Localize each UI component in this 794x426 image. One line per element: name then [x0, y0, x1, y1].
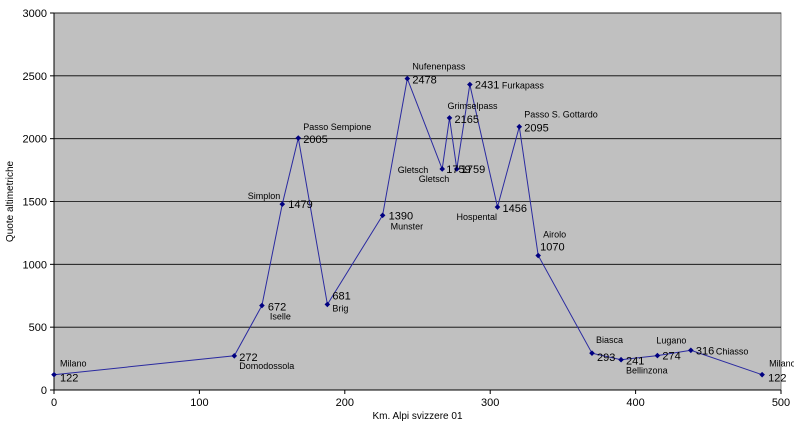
data-point-marker: [467, 81, 473, 88]
data-point-marker: [324, 301, 331, 308]
x-tick-label: 500: [772, 397, 790, 409]
data-value-label: 2431: [475, 80, 499, 92]
data-point-name-label: Chiasso: [716, 346, 749, 356]
data-point-name-label: Passo Sempione: [303, 122, 371, 132]
data-point-marker: [404, 75, 411, 82]
data-value-label: 1070: [540, 242, 564, 254]
data-point-name-label: Grimselpass: [447, 101, 498, 111]
x-tick-label: 0: [51, 397, 57, 409]
data-point-name-label: Gletsch: [398, 165, 429, 175]
data-point-marker: [759, 371, 765, 378]
data-point-name-label: Furkapass: [502, 81, 545, 91]
data-point-marker: [51, 371, 57, 378]
y-axis-title: Quote altimetriche: [5, 160, 16, 242]
series-line-layer: [53, 76, 763, 376]
data-value-label: 272: [239, 352, 257, 364]
data-point-marker: [279, 201, 286, 207]
data-value-label: 2095: [524, 123, 548, 135]
data-value-label: 672: [268, 302, 286, 314]
data-value-label: 122: [768, 373, 786, 385]
y-tick-label: 1000: [23, 259, 47, 271]
data-point-marker: [494, 204, 501, 210]
data-value-label: 316: [696, 345, 714, 357]
y-tick-label: 2500: [23, 71, 47, 83]
data-point-name-label: Gletsch: [419, 174, 450, 184]
data-point-name-label: Domodossola: [239, 361, 294, 371]
x-axis-title: Km. Alpi svizzere 01: [372, 411, 462, 422]
x-tick-label: 100: [190, 397, 208, 409]
axes: 0 500 1000 1500 2000 2500 3000 0 100 200 300 400 500: [23, 8, 791, 409]
y-tick-label: 0: [41, 385, 47, 397]
x-tick-label: 300: [481, 397, 499, 409]
data-value-label: 274: [662, 351, 680, 363]
data-point-name-label: Bellinzona: [626, 366, 668, 376]
data-point-marker: [446, 115, 453, 121]
data-value-label: 1390: [389, 210, 413, 222]
data-point-name-label: Biasca: [596, 335, 623, 345]
data-value-label: 241: [626, 356, 644, 368]
data-point-name-label: Nufenenpass: [412, 62, 466, 72]
data-point-name-label: Passo S. Gottardo: [524, 110, 598, 120]
data-point-name-label: Simplon: [248, 191, 281, 201]
data-point-name-label: Hospental: [456, 212, 497, 222]
data-value-label: 2005: [303, 134, 327, 146]
data-value-label: 1479: [288, 199, 312, 211]
data-value-label: 122: [60, 373, 78, 385]
data-point-marker: [295, 135, 302, 141]
data-value-label: 2165: [454, 114, 478, 126]
data-value-label: 681: [332, 290, 350, 302]
markers: [51, 75, 765, 378]
data-value-label: 293: [597, 352, 615, 364]
data-point-name-label: Lugano: [656, 336, 686, 346]
data-point-marker: [618, 356, 624, 363]
data-point-marker: [379, 212, 386, 219]
y-tick-label: 1500: [23, 197, 47, 209]
data-point-marker: [535, 252, 541, 259]
series-line: [53, 76, 763, 376]
data-point-marker: [453, 166, 460, 172]
data-value-label: 2478: [412, 75, 436, 87]
data-point-name-label: Brig: [332, 303, 348, 313]
y-tick-label: 3000: [23, 8, 47, 20]
data-point-marker: [231, 353, 238, 359]
data-point-marker: [439, 166, 446, 172]
data-point-marker: [589, 350, 595, 356]
data-value-label: 1456: [502, 203, 526, 215]
data-value-label: 1759: [461, 164, 485, 176]
data-point-name-label: Milano: [60, 359, 87, 369]
grid-lines: [54, 12, 781, 328]
y-tick-label: 2000: [23, 134, 47, 146]
x-tick-label: 200: [336, 397, 354, 409]
data-point-name-label: Iselle: [270, 312, 291, 322]
data-point-marker: [516, 123, 523, 130]
x-tick-label: 400: [626, 397, 644, 409]
data-value-label: 1759: [446, 164, 470, 176]
y-tick-label: 500: [29, 322, 47, 334]
data-point-name-label: Munster: [391, 221, 424, 231]
data-point-marker: [688, 347, 694, 354]
data-point-marker: [654, 352, 661, 359]
data-point-name-label: Milano: [769, 359, 794, 369]
data-point-marker: [259, 302, 265, 309]
data-point-name-label: Airolo: [543, 230, 566, 240]
